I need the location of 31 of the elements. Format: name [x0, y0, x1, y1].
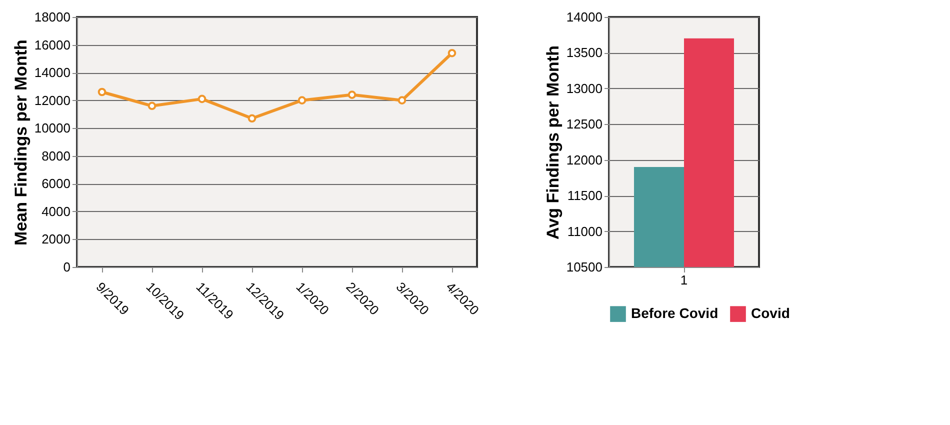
y-tick-label: 13500 [566, 45, 602, 60]
y-tick-label: 11500 [567, 188, 602, 204]
point [448, 48, 456, 58]
y-tick-label: 6000 [42, 176, 70, 192]
y-tick-label: 12000 [566, 152, 602, 168]
y-axis-title: Avg Findings per Month [543, 46, 562, 240]
point [298, 96, 306, 104]
y-tick-label: 14000 [566, 10, 602, 24]
y-tick-label: 10000 [34, 120, 70, 136]
point [248, 114, 256, 123]
legend-label: Covid [751, 305, 790, 322]
point [348, 90, 356, 99]
x-tick-label: 1 [680, 272, 688, 288]
y-tick-label: 12000 [34, 92, 70, 108]
y-tick-label: 12500 [566, 116, 602, 132]
y-tick-label: 13000 [566, 80, 602, 96]
y-tick-label: 10500 [566, 260, 602, 274]
legend-label: Before Covid [631, 305, 718, 322]
point [98, 88, 106, 96]
y-tick-label: 11000 [567, 224, 602, 239]
y-tick-label: 2000 [42, 232, 70, 247]
y-tick-label: 14000 [34, 65, 70, 80]
point [398, 96, 406, 104]
point [198, 94, 206, 104]
y-tick-label: 4000 [42, 204, 70, 219]
y-tick-label: 0 [63, 260, 70, 274]
y-tick-label: 18000 [34, 10, 70, 24]
point [148, 102, 156, 110]
y-tick-label: 16000 [34, 37, 70, 52]
y-tick-label: 8000 [42, 148, 70, 164]
y-axis-title: Mean Findings per Month [11, 40, 30, 246]
